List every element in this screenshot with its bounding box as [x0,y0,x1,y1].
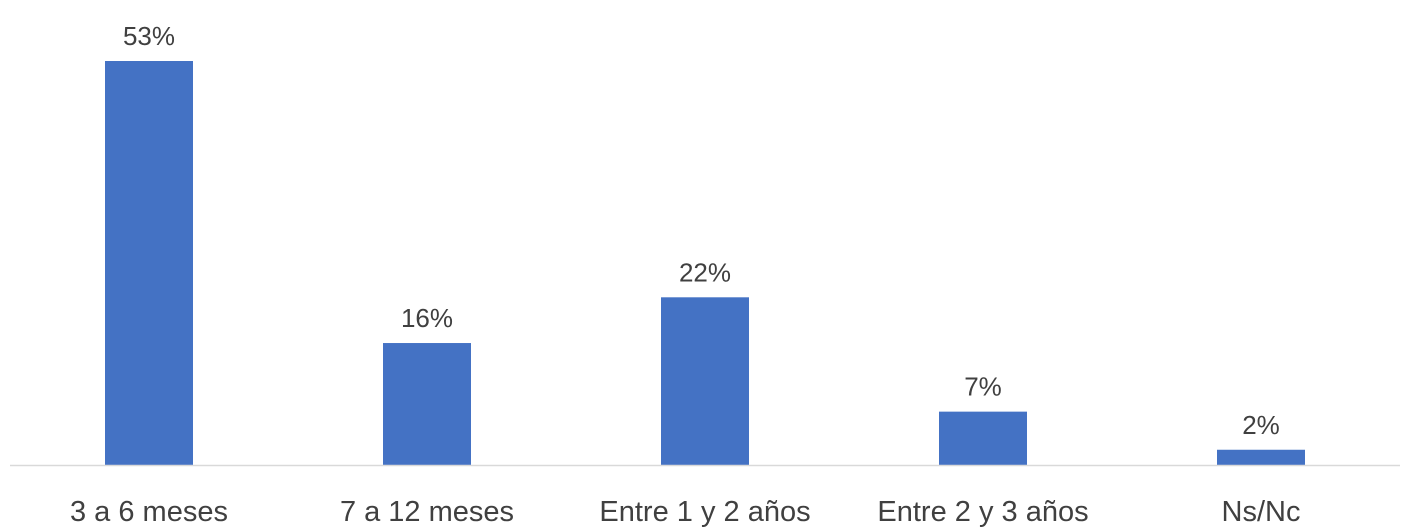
data-label-4: 7% [964,372,1002,402]
data-labels-layer: 53% 16% 22% 7% 2% [123,21,1280,440]
data-label-2: 16% [401,303,453,333]
category-label-5: Ns/Nc [1222,496,1301,528]
data-label-1: 53% [123,21,175,51]
bars-layer [105,61,1305,465]
data-label-3: 22% [679,257,731,287]
category-label-3: Entre 1 y 2 años [599,496,810,528]
bar-1 [105,61,193,465]
category-label-4: Entre 2 y 3 años [877,496,1088,528]
bar-5 [1217,449,1305,465]
category-label-2: 7 a 12 meses [340,496,514,528]
bar-3 [661,297,749,465]
bar-2 [383,343,471,465]
category-labels-layer: 3 a 6 meses 7 a 12 meses Entre 1 y 2 años E… [70,496,1300,528]
category-label-1: 3 a 6 meses [70,496,228,528]
data-label-5: 2% [1242,410,1280,440]
bar-4 [939,411,1027,465]
